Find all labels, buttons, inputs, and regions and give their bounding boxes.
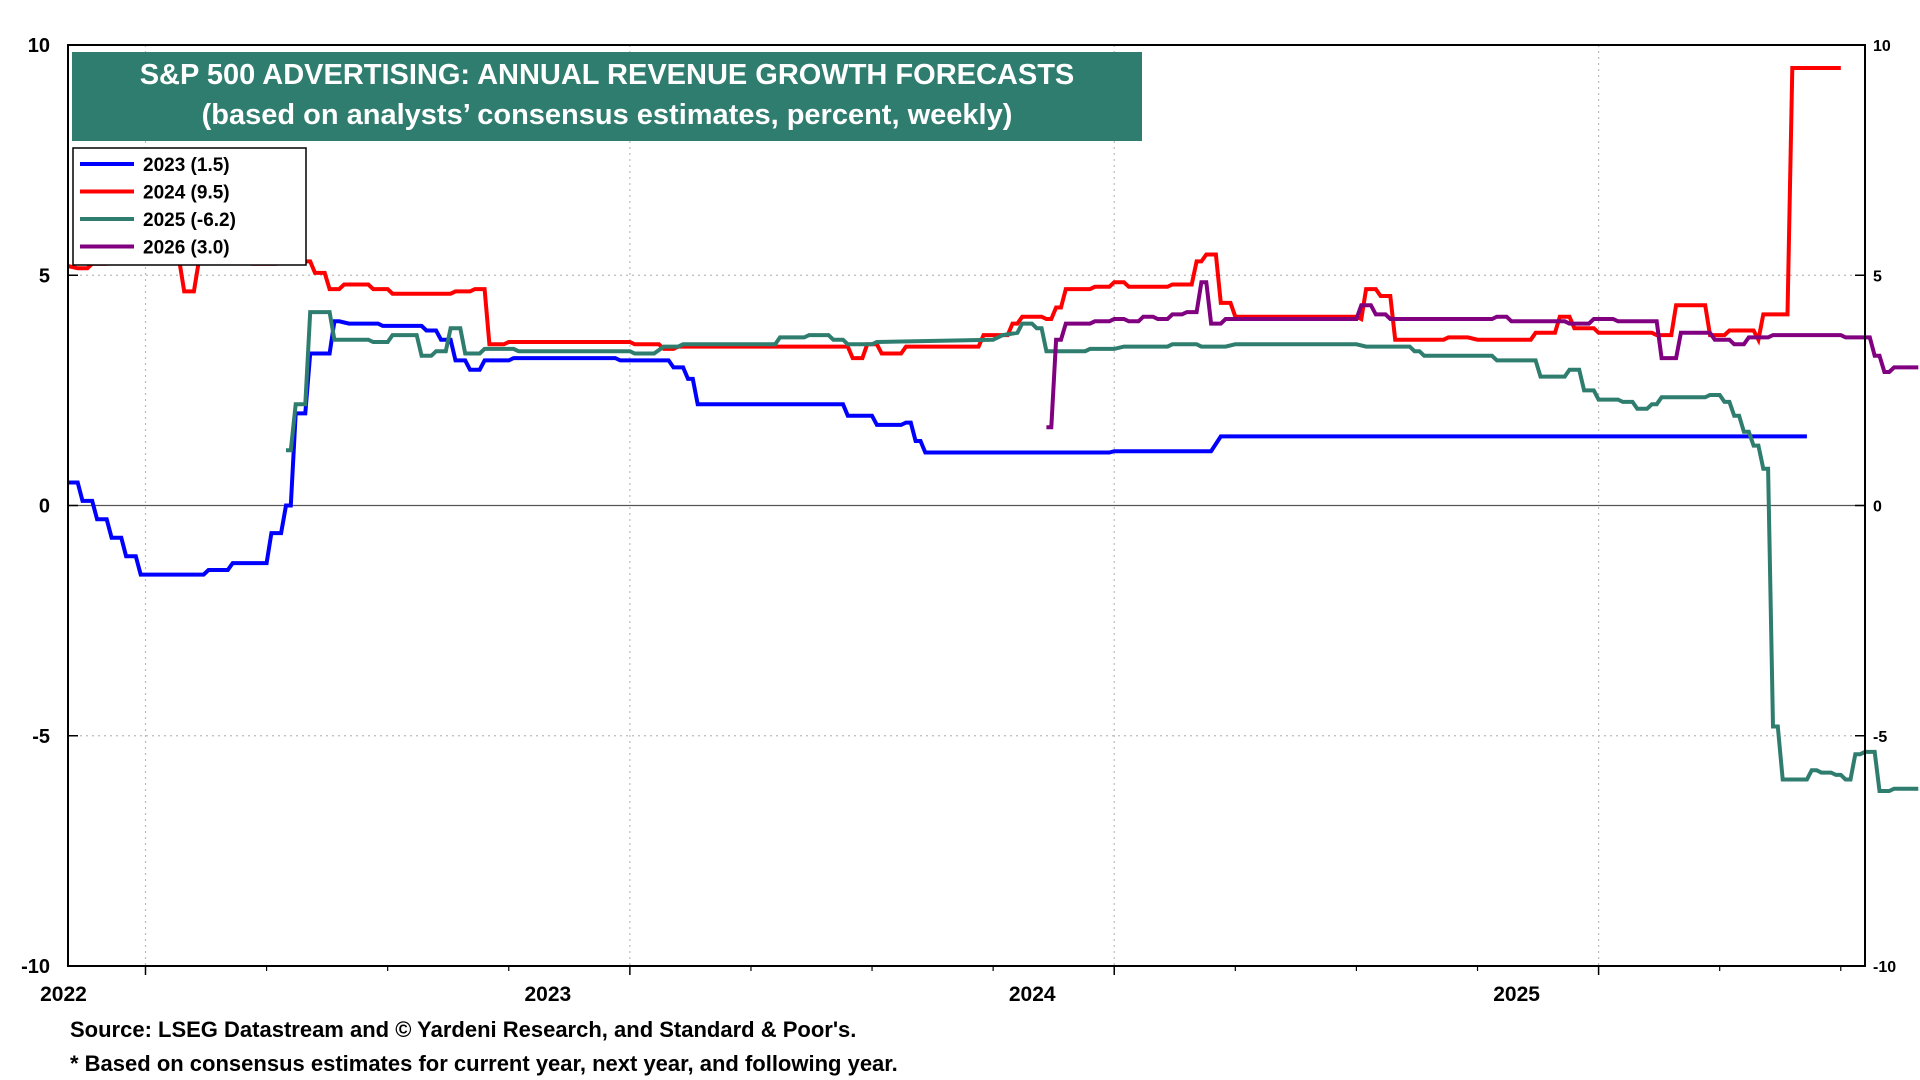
series-line-3: [286, 310, 1919, 793]
y-tick-label-right: -10: [1873, 959, 1896, 976]
y-tick-label-left: -5: [32, 726, 50, 748]
title-box: S&P 500 ADVERTISING: ANNUAL REVENUE GROW…: [72, 52, 1142, 141]
series-line-2: [67, 66, 1841, 361]
y-tick-label-right: 5: [1873, 268, 1882, 285]
footnote: * Based on consensus estimates for curre…: [70, 1051, 898, 1076]
title-background: [72, 52, 1142, 141]
legend-label-2: 2024 (9.5): [143, 183, 230, 204]
source-note: Source: LSEG Datastream and © Yardeni Re…: [70, 1017, 857, 1042]
x-tick-label: 2023: [525, 983, 572, 1006]
y-tick-label-left: 5: [39, 265, 50, 287]
y-tick-label-right: 0: [1873, 499, 1882, 516]
y-tick-label-left: 10: [28, 35, 50, 57]
grid-layer: [68, 45, 1865, 966]
legend-label-1: 2023 (1.5): [143, 155, 230, 176]
axis-layer: -10 -10 -5 -5 0 0 5 5 10 10 2022 2023 2024 2025: [21, 35, 1896, 1006]
legend-label-4: 2026 (3.0): [143, 238, 230, 259]
y-tick-label-left: 0: [39, 496, 50, 518]
x-tick-label: 2022: [40, 983, 87, 1006]
series-layer: [67, 66, 1919, 793]
x-tick-label: 2024: [1009, 983, 1056, 1006]
legend: 2023 (1.5) 2024 (9.5) 2025 (-6.2) 2026 (3.0…: [72, 147, 307, 266]
x-tick-label: 2025: [1493, 983, 1540, 1006]
y-tick-label-right: 10: [1873, 38, 1891, 55]
series-line-4: [1046, 280, 1919, 430]
chart-title: S&P 500 ADVERTISING: ANNUAL REVENUE GROW…: [140, 59, 1075, 91]
chart-subtitle: (based on analysts’ consensus estimates,…: [202, 99, 1013, 131]
legend-label-3: 2025 (-6.2): [143, 210, 236, 231]
series-line-1: [68, 319, 1807, 577]
y-tick-label-right: -5: [1873, 729, 1887, 746]
y-tick-label-left: -10: [21, 956, 50, 978]
